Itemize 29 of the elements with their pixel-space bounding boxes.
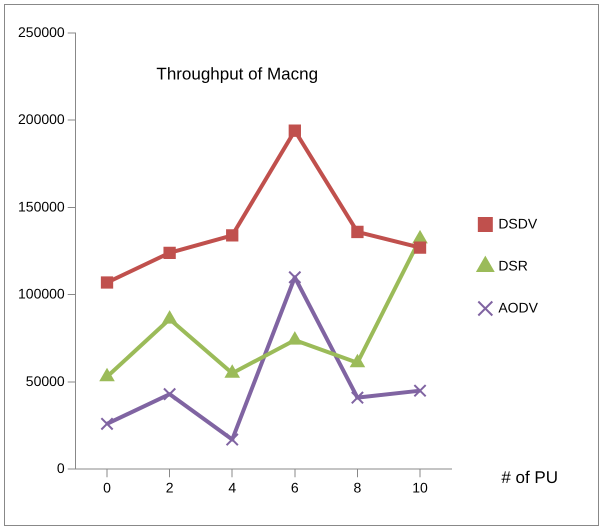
legend-label: DSDV (498, 215, 538, 232)
y-tick-label: 50000 (26, 372, 65, 389)
y-tick-label: 150000 (18, 198, 65, 214)
point (163, 246, 176, 259)
point (226, 432, 239, 446)
x-tick-label: 4 (228, 479, 236, 496)
legend-label: DSR (498, 257, 528, 274)
point (350, 391, 364, 404)
point (100, 276, 114, 289)
x-tick-label: 0 (103, 479, 112, 496)
legend-label: AODV (498, 299, 539, 316)
point (162, 388, 176, 401)
point (413, 384, 427, 398)
x-tick-label: 2 (166, 479, 174, 496)
point (226, 229, 238, 242)
y-tick-label: 200000 (18, 111, 65, 128)
x-tick-label: 10 (412, 479, 428, 496)
point (100, 417, 114, 430)
point (288, 270, 302, 284)
point (414, 241, 426, 254)
point (351, 226, 364, 238)
x-axis-title: # of PU (501, 468, 558, 487)
y-tick-label: 100000 (18, 286, 65, 302)
point (288, 124, 301, 137)
y-tick-label: 0 (56, 460, 65, 476)
text: Throughput of Macng (156, 64, 318, 84)
x-tick-label: 6 (290, 479, 299, 496)
y-tick-label: 250000 (18, 24, 65, 40)
x-tick-label: 8 (354, 479, 362, 496)
